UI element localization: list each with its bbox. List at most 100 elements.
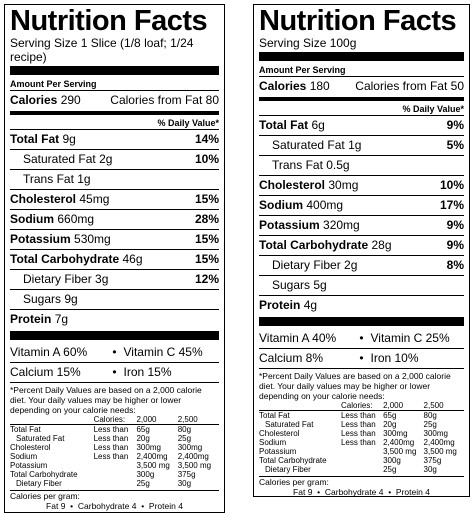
nutrient-label: Potassium: [10, 232, 71, 246]
nutrient-label: Sugars: [23, 292, 62, 306]
nutrient-amount: 320mg: [323, 218, 360, 232]
nutrient-amount: 1g: [348, 138, 362, 152]
nutrient-row: Saturated Fat 1g 5%: [259, 135, 464, 155]
vitamin-value: Vitamin C 45%: [123, 345, 203, 359]
bullet: •: [359, 331, 364, 345]
nutrient-pct: 17%: [439, 198, 464, 212]
nutrient-amount: 46g: [122, 252, 143, 266]
nutrient-row: Sodium 660mg 28%: [10, 209, 219, 229]
footnote: *Percent Daily Values are based on a 2,0…: [259, 371, 451, 401]
vitamin-row: Vitamin A 60% • Vitamin C 45%: [10, 343, 219, 362]
nutrient-amount: 5g: [313, 278, 327, 292]
nutrient-amount: 530mg: [74, 232, 111, 246]
vitamin-value: Vitamin A 40%: [259, 331, 337, 345]
daily-value-table: Calories: 2,000 2,500 Total Fat Less than 65…: [10, 415, 219, 488]
nutrient-label: Trans Fat: [272, 158, 323, 172]
vitamin-value: Vitamin C 25%: [370, 331, 450, 345]
label-title: Nutrition Facts: [259, 5, 457, 37]
divider-medium: [10, 111, 219, 115]
nutrient-pct: 15%: [194, 192, 219, 206]
nutrient-amount: 9g: [62, 132, 76, 146]
nutrient-row: Dietary Fiber 2g 8%: [259, 255, 464, 275]
nutrient-pct: 9%: [446, 238, 464, 252]
nutrient-label: Trans Fat: [23, 172, 74, 186]
divider-thick: [259, 52, 464, 61]
nutrient-label: Dietary Fiber: [272, 258, 341, 272]
bullet: •: [112, 345, 117, 359]
nutrient-label: Total Fat: [259, 118, 309, 132]
dv-table-row: Sodium Less than 2,400mg 2,400mg: [10, 452, 209, 461]
calories-row: Calories 290 Calories from Fat 80: [10, 90, 219, 109]
nutrient-label: Total Carbohydrate: [259, 238, 369, 252]
nutrient-row: Sugars 5g: [259, 275, 464, 295]
nutrient-row: Trans Fat 1g: [10, 169, 219, 189]
dv-table-row: Cholesterol Less than 300mg 300mg: [10, 443, 203, 452]
nutrition-label-left: Nutrition Facts Serving Size 1 Slice (1/…: [4, 4, 225, 513]
vitamin-value: Calcium 8%: [259, 351, 324, 365]
nutrient-row: Total Carbohydrate 46g 15%: [10, 249, 219, 269]
nutrient-row: Potassium 530mg 15%: [10, 229, 219, 249]
nutrient-pct: 15%: [194, 252, 219, 266]
nutrient-pct: 28%: [194, 212, 219, 226]
vitamin-row: Calcium 15% • Iron 15%: [10, 362, 219, 382]
nutrient-amount: 7g: [54, 312, 69, 326]
serving-size: Serving Size 1 Slice (1/8 loaf; 1/24 rec…: [10, 36, 194, 64]
nutrient-amount: 3g: [95, 272, 109, 286]
nutrient-label: Protein: [259, 298, 301, 312]
nutrient-row: Saturated Fat 2g 10%: [10, 149, 219, 169]
nutrient-amount: 4g: [303, 298, 318, 312]
dv-table-row: Potassium 3,500 mg 3,500 mg: [259, 447, 457, 456]
nutrient-row: Protein 4g: [259, 295, 464, 315]
amount-per-serving: Amount Per Serving: [10, 79, 97, 89]
nutrition-label-right: Nutrition Facts Serving Size 100g Amount…: [253, 4, 470, 497]
nutrient-row: Total Carbohydrate 28g 9%: [259, 235, 464, 255]
nutrient-row: Total Fat 6g 9%: [259, 115, 464, 135]
dv-table-row: Sodium Less than 2,400mg 2,400mg: [259, 438, 455, 447]
dv-table-row: Cholesterol Less than 300mg 300mg: [259, 429, 448, 438]
nutrient-label: Dietary Fiber: [23, 272, 92, 286]
nutrient-amount: 28g: [371, 238, 392, 252]
divider-medium: [259, 97, 464, 101]
dv-table-row: Saturated Fat Less than 20g 25g: [16, 434, 192, 443]
nutrient-label: Cholesterol: [259, 178, 326, 192]
divider-thick: [259, 317, 464, 326]
dv-table-header: Calories: 2,000 2,500: [340, 401, 444, 410]
nutrient-pct: 14%: [194, 132, 219, 146]
dv-table-row: Dietary Fiber 25g 30g: [16, 479, 192, 488]
daily-value-header: % Daily Value*: [402, 104, 464, 114]
nutrient-amount: 2g: [344, 258, 358, 272]
nutrient-pct: 15%: [194, 232, 219, 246]
calories-row: Calories 180 Calories from Fat 50: [259, 76, 464, 95]
calories-from-fat: Calories from Fat 80: [110, 93, 219, 107]
amount-per-serving: Amount Per Serving: [259, 65, 346, 75]
nutrient-pct: 12%: [194, 272, 219, 286]
nutrient-pct: 8%: [446, 258, 464, 272]
nutrient-row: Total Fat 9g 14%: [10, 129, 219, 149]
nutrient-amount: 30mg: [328, 178, 359, 192]
vitamin-value: Iron 15%: [123, 365, 172, 379]
calories-per-gram-values: Fat 9 • Carbohydrate 4 • Protein 4: [293, 487, 430, 497]
nutrient-amount: 660mg: [57, 212, 95, 226]
calories-value: 180: [309, 79, 330, 93]
nutrient-amount: 400mg: [306, 198, 344, 212]
nutrient-row: Potassium 320mg 9%: [259, 215, 464, 235]
bullet: •: [112, 365, 117, 379]
divider-thick: [10, 331, 219, 340]
dv-table-row: Total Fat Less than 65g 80g: [10, 425, 192, 434]
vitamin-row: Calcium 8% • Iron 10%: [259, 348, 464, 368]
dv-table-header: Calories: 2,000 2,500: [93, 415, 198, 424]
dv-table-row: Saturated Fat Less than 20g 25g: [265, 420, 437, 429]
label-title: Nutrition Facts: [10, 5, 208, 37]
calories-per-gram-values: Fat 9 • Carbohydrate 4 • Protein 4: [46, 501, 183, 511]
nutrient-label: Sugars: [272, 278, 311, 292]
dv-table-row: Potassium 3,500 mg 3,500 mg: [10, 461, 212, 470]
vitamin-value: Calcium 15%: [10, 365, 81, 379]
nutrient-row: Sugars 9g: [10, 289, 219, 309]
dv-table-row: Total Carbohydrate 300g 375g: [10, 470, 196, 479]
nutrient-label: Total Fat: [10, 132, 60, 146]
nutrient-row: Dietary Fiber 3g 12%: [10, 269, 219, 289]
bullet: •: [359, 351, 364, 365]
vitamin-value: Iron 10%: [370, 351, 419, 365]
nutrient-label: Cholesterol: [10, 192, 77, 206]
nutrient-pct: 10%: [194, 152, 219, 166]
